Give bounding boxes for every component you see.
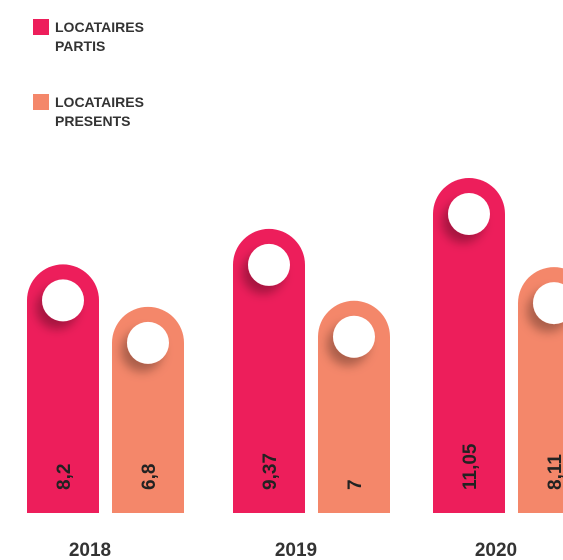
bar-cap-dot [248,243,290,286]
data-label: 7 [345,479,366,490]
data-label: 9,37 [260,453,281,490]
bar-cap-dot [533,282,563,325]
legend-swatch [33,94,49,110]
bar [112,306,184,513]
x-tick-label: 2020 [475,540,517,560]
bar-cap-dot [127,321,169,364]
data-label: 8,11 [545,454,563,490]
bar [433,178,505,513]
bar-cap-dot [42,279,84,322]
data-label: 8,2 [54,464,75,490]
bar [233,228,305,513]
x-tick-label: 2018 [69,540,111,560]
legend-label: LOCATAIRES PARTIS [55,19,144,54]
bar-cap-dot [333,315,375,358]
legend-item: LOCATAIRES PRESENTS [33,93,175,131]
data-label: 6,8 [139,464,160,490]
bar [27,264,99,513]
legend-label: LOCATAIRES PRESENTS [55,94,144,129]
legend-item: LOCATAIRES PARTIS [33,18,175,56]
legend-swatch [33,19,49,35]
bar [518,267,563,513]
bar-cap-dot [448,193,490,235]
x-tick-label: 2019 [275,540,317,560]
bar [318,300,390,513]
data-label: 11,05 [460,443,481,490]
